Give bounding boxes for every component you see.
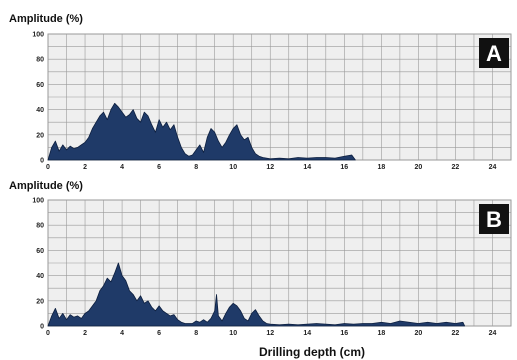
x-tick-label: 16: [340, 164, 348, 171]
y-tick-label: 100: [32, 32, 44, 39]
y-tick-label: 0: [40, 324, 44, 331]
panel-badge-b: B: [479, 204, 509, 234]
y-axis-title-a: Amplitude (%): [9, 13, 83, 25]
area-series-a: [47, 102, 356, 161]
panel-badge-box-b: [479, 204, 509, 234]
x-tick-label: 8: [194, 330, 198, 337]
x-tick-label: 12: [266, 330, 274, 337]
panel-a: Amplitude (%) 0 2 4 6 8 10 12 14 16 18 20 22 2402040…: [9, 13, 512, 172]
x-tick-label: 6: [157, 330, 161, 337]
x-axis-title: Drilling depth (cm): [259, 345, 365, 359]
x-tick-label: 16: [340, 330, 348, 337]
x-tick-label: 14: [303, 330, 311, 337]
panel-b: Amplitude (%) 0 2 4 6 8 10 12 14 16 18 20 22 2402040…: [9, 180, 512, 359]
y-axis-title-b: Amplitude (%): [9, 180, 83, 192]
panel-badge-a: A: [479, 38, 509, 68]
y-tick-label: 40: [36, 107, 44, 114]
x-tick-label: 2: [83, 164, 87, 171]
x-tick-label: 22: [452, 164, 460, 171]
x-tick-label: 8: [194, 164, 198, 171]
panel-badge-letter-b: B: [486, 207, 502, 232]
x-tick-label: 2: [83, 330, 87, 337]
x-tick-label: 22: [452, 330, 460, 337]
panel-badge-box-a: [479, 38, 509, 68]
panel-badge-letter-a: A: [486, 41, 502, 66]
y-tick-label: 20: [36, 132, 44, 139]
x-tick-label: 10: [229, 164, 237, 171]
x-tick-label: 20: [415, 164, 423, 171]
x-tick-label: 4: [120, 330, 124, 337]
y-tick-label: 80: [36, 223, 44, 230]
x-tick-label: 20: [415, 330, 423, 337]
x-tick-label: 10: [229, 330, 237, 337]
area-path: [47, 262, 466, 327]
y-tick-label: 80: [36, 57, 44, 64]
x-tick-label: 24: [489, 330, 497, 337]
x-tick-label: 14: [303, 164, 311, 171]
x-tick-label: 0: [46, 164, 50, 171]
x-tick-label: 18: [377, 330, 385, 337]
x-tick-label: 6: [157, 164, 161, 171]
y-tick-label: 0: [40, 158, 44, 165]
y-tick-label: 20: [36, 298, 44, 305]
area-series-b: [47, 262, 466, 327]
x-tick-label: 12: [266, 164, 274, 171]
y-tick-label: 60: [36, 82, 44, 89]
x-tick-label: 24: [489, 164, 497, 171]
area-path: [47, 102, 356, 161]
y-tick-label: 60: [36, 248, 44, 255]
x-tick-label: 4: [120, 164, 124, 171]
x-tick-label: 0: [46, 330, 50, 337]
x-tick-label: 18: [377, 164, 385, 171]
y-tick-label: 40: [36, 273, 44, 280]
y-tick-label: 100: [32, 198, 44, 205]
